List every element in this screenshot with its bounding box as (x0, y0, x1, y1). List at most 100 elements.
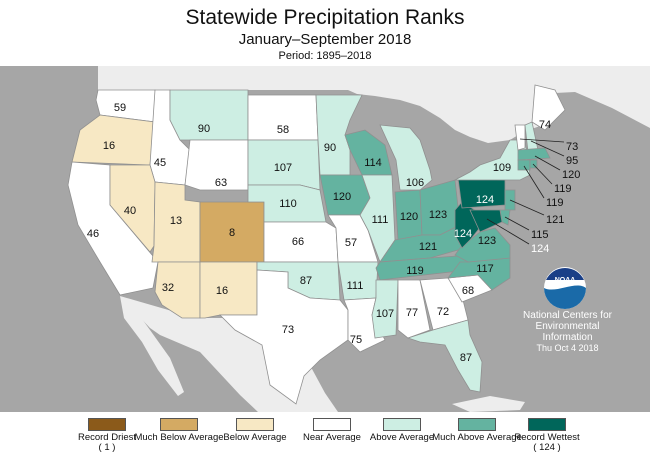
rank-label-az: 32 (162, 282, 174, 294)
callout-line-vt (519, 138, 565, 143)
legend-item-record-wettest: Record Wettest ( 124 ) (502, 418, 592, 453)
state-tx (219, 269, 349, 405)
rank-label-ks: 66 (292, 236, 304, 248)
rank-label-md: 124 (531, 243, 549, 255)
rank-labels: 59 16 46 45 40 13 32 90 63 8 16 58 107 110 66 87 73 90 120… (87, 102, 580, 364)
rank-label-mn: 90 (324, 142, 336, 154)
noaa-logo-text: NOAA (555, 277, 576, 284)
cuba-land (452, 396, 525, 412)
rank-label-vt: 73 (566, 141, 578, 153)
rank-label-ct: 119 (546, 197, 564, 209)
state-oh (419, 179, 461, 236)
legend-item-much-below: Much Below Average (134, 418, 224, 443)
legend-swatch (236, 418, 274, 431)
state-ma (517, 147, 551, 161)
rank-label-ar: 111 (347, 280, 364, 292)
rank-label-mt: 90 (198, 123, 210, 135)
legend-item-near: Near Average (287, 418, 377, 443)
legend-count: ( 1 ) (98, 442, 116, 453)
rank-label-ca: 46 (87, 228, 99, 240)
rank-label-ut: 13 (170, 215, 182, 227)
rank-label-tx: 73 (282, 324, 294, 336)
state-mi (379, 124, 433, 191)
legend-swatch (383, 418, 421, 431)
map-title: Statewide Precipitation Ranks (185, 6, 465, 29)
rank-label-nv: 40 (124, 205, 136, 217)
rank-label-ga: 72 (437, 306, 449, 318)
noaa-logo: NOAA (544, 267, 586, 309)
credit-line-1: National Centers for (523, 310, 612, 321)
rank-label-wi: 114 (364, 157, 382, 169)
rank-label-mi: 106 (406, 177, 424, 189)
rank-label-ma: 120 (562, 169, 580, 181)
map-header: Statewide Precipitation Ranks January–Se… (0, 0, 650, 66)
legend-label: Below Average (223, 432, 287, 443)
callout-line-ct (523, 165, 545, 199)
legend-item-much-above: Much Above Average (432, 418, 522, 443)
rank-label-nj: 121 (546, 214, 564, 226)
map-subtitle: January–September 2018 (238, 31, 412, 48)
rank-label-wy: 63 (215, 177, 227, 189)
rank-label-me: 74 (539, 119, 551, 131)
rank-label-pa: 124 (476, 194, 494, 206)
rank-label-nd: 58 (277, 124, 289, 136)
rank-label-ky: 121 (419, 241, 437, 253)
rank-label-in: 120 (400, 211, 418, 223)
lake-ontario (470, 156, 498, 168)
credit-line-2: Environmental (535, 321, 600, 332)
rank-label-il: 111 (372, 214, 389, 226)
legend-swatch (160, 418, 198, 431)
callout-line-nj (509, 199, 545, 216)
legend-label: Above Average (369, 432, 435, 443)
rank-label-oh: 123 (429, 209, 447, 221)
state-md (469, 209, 503, 233)
rank-label-id: 45 (154, 157, 166, 169)
legend-swatch (88, 418, 126, 431)
rank-label-ia: 120 (333, 191, 351, 203)
state-il (359, 174, 396, 263)
rank-label-ms: 107 (376, 308, 394, 320)
legend-label: Record Driest (77, 432, 137, 443)
credit-block: National Centers for Environmental Infor… (510, 310, 625, 354)
rank-label-fl: 87 (460, 352, 472, 364)
state-fl (406, 319, 483, 393)
rank-label-nh: 95 (566, 155, 578, 167)
state-al (397, 279, 431, 339)
legend-item-below: Below Average (210, 418, 300, 443)
state-ky (379, 224, 466, 263)
credit-line-3: Information (542, 332, 593, 343)
callout-line-ri (532, 163, 553, 185)
rank-label-ne: 110 (279, 198, 297, 210)
rank-label-mo: 57 (345, 237, 357, 249)
legend-swatch (313, 418, 351, 431)
precipitation-rank-map: 59 16 46 45 40 13 32 90 63 8 16 58 107 110 66 87 73 90 120… (0, 66, 650, 412)
rank-label-nc: 117 (476, 263, 494, 275)
state-nc (447, 257, 511, 291)
legend-item-above: Above Average (357, 418, 447, 443)
legend-label: Record Wettest (514, 432, 580, 443)
state-nm (199, 261, 258, 319)
rank-label-nm: 16 (216, 285, 228, 297)
credit-date: Thu Oct 4 2018 (536, 343, 599, 353)
callout-line-ma (534, 155, 561, 171)
rank-label-or: 16 (103, 140, 115, 152)
rank-label-wv: 124 (454, 228, 472, 240)
rank-label-la: 75 (350, 334, 362, 346)
state-vt (514, 124, 526, 151)
rank-label-de: 115 (531, 229, 549, 241)
rank-label-sd: 107 (274, 162, 292, 174)
canada-land (98, 66, 650, 143)
legend-label: Much Below Average (134, 432, 224, 443)
legend-label: Much Above Average (432, 432, 522, 443)
state-or (71, 114, 156, 166)
callout-line-md (486, 218, 530, 245)
state-va (454, 227, 511, 263)
baja-land (120, 296, 184, 396)
legend-label: Near Average (303, 432, 361, 443)
map-legend: Record Driest ( 1 ) Much Below Average B… (0, 418, 650, 475)
callout-line-nh (530, 140, 565, 157)
legend-count: ( 124 ) (533, 442, 561, 453)
rank-label-wa: 59 (114, 102, 126, 114)
state-shapes (67, 84, 566, 405)
rank-label-sc: 68 (462, 285, 474, 297)
